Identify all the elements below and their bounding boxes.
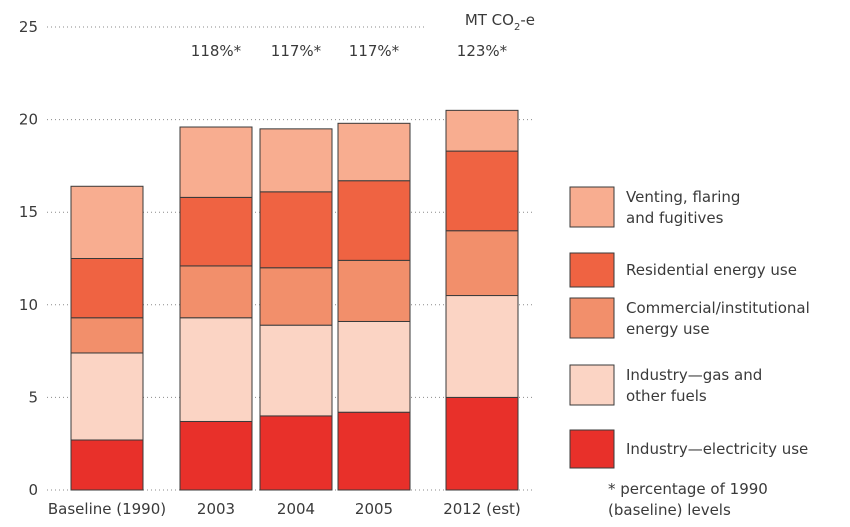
legend-label-1-0: Residential energy use xyxy=(626,261,797,279)
bar-stack-2 xyxy=(259,128,333,491)
bar-segment-2-2 xyxy=(259,267,333,326)
bars xyxy=(70,109,519,491)
legend-label-4-0: Industry—electricity use xyxy=(626,440,808,458)
y-tick-label-10: 10 xyxy=(19,296,38,314)
legend-swatch-1 xyxy=(569,252,615,288)
x-label-0: Baseline (1990) xyxy=(48,500,166,518)
percent-label-4: 123%* xyxy=(457,42,508,60)
bar-segment-3-1 xyxy=(337,320,411,413)
percent-label-3: 117%* xyxy=(349,42,400,60)
unit-label: MT CO2-e xyxy=(465,11,535,33)
footnote-line-0: * percentage of 1990 xyxy=(608,480,768,498)
y-tick-label-25: 25 xyxy=(19,18,38,36)
x-label-3: 2005 xyxy=(355,500,393,518)
bar-segment-0-1 xyxy=(70,352,144,441)
percent-label-2: 117%* xyxy=(271,42,322,60)
legend-swatch-4 xyxy=(569,429,615,469)
bar-segment-1-4 xyxy=(179,126,253,198)
bar-segment-1-2 xyxy=(179,265,253,319)
legend-label-2-0: Commercial/institutional xyxy=(626,299,810,317)
x-label-4: 2012 (est) xyxy=(443,500,521,518)
bar-stack-4 xyxy=(445,109,519,491)
bar-stack-1 xyxy=(179,126,253,491)
bar-stack-0 xyxy=(70,185,144,491)
legend-item-2: Commercial/institutional energy use xyxy=(569,297,810,339)
legend-item-1: Residential energy use xyxy=(569,252,797,288)
legend-swatch-3 xyxy=(569,364,615,406)
bar-segment-2-4 xyxy=(259,128,333,193)
bar-segment-0-4 xyxy=(70,185,144,259)
bar-segment-4-3 xyxy=(445,150,519,232)
x-axis-labels: Baseline (1990) 2003 2004 2005 2012 (est) xyxy=(48,500,521,518)
legend-label-3-0: Industry—gas and xyxy=(626,366,762,384)
bar-segment-0-2 xyxy=(70,317,144,354)
y-tick-label-15: 15 xyxy=(19,203,38,221)
bar-segment-4-4 xyxy=(445,109,519,152)
bar-segment-3-4 xyxy=(337,122,411,182)
bar-segment-0-3 xyxy=(70,258,144,319)
percent-labels: 118%* 117%* 117%* 123%* xyxy=(191,42,508,60)
x-label-2: 2004 xyxy=(277,500,315,518)
bar-segment-4-0 xyxy=(445,396,519,491)
legend-label-3-1: other fuels xyxy=(626,387,707,405)
x-label-1: 2003 xyxy=(197,500,235,518)
legend-item-4: Industry—electricity use xyxy=(569,429,808,469)
bar-segment-1-3 xyxy=(179,196,253,267)
bar-segment-2-3 xyxy=(259,191,333,269)
bar-segment-1-1 xyxy=(179,317,253,422)
bar-segment-2-1 xyxy=(259,324,333,417)
bar-segment-1-0 xyxy=(179,420,253,491)
legend-swatch-2 xyxy=(569,297,615,339)
bar-segment-3-0 xyxy=(337,411,411,491)
bar-stack-3 xyxy=(337,122,411,491)
bar-segment-2-0 xyxy=(259,415,333,491)
footnote: * percentage of 1990 (baseline) levels xyxy=(608,480,768,519)
bar-segment-4-1 xyxy=(445,295,519,398)
footnote-line-1: (baseline) levels xyxy=(608,501,731,519)
legend-label-0-1: and fugitives xyxy=(626,209,724,227)
legend-item-0: Venting, flaring and fugitives xyxy=(569,186,740,228)
y-tick-label-0: 0 xyxy=(28,481,38,499)
legend-label-0-0: Venting, flaring xyxy=(626,188,740,206)
y-tick-label-5: 5 xyxy=(28,388,38,406)
bar-segment-4-2 xyxy=(445,230,519,297)
percent-label-1: 118%* xyxy=(191,42,242,60)
y-axis-ticks: 0 5 10 15 20 25 xyxy=(19,18,38,499)
legend: Venting, flaring and fugitives Residential… xyxy=(569,186,810,469)
bar-segment-0-0 xyxy=(70,439,144,491)
legend-item-3: Industry—gas and other fuels xyxy=(569,364,762,406)
bar-segment-3-3 xyxy=(337,180,411,261)
legend-label-2-1: energy use xyxy=(626,320,710,338)
legend-swatch-0 xyxy=(569,186,615,228)
bar-segment-3-2 xyxy=(337,259,411,322)
y-tick-label-20: 20 xyxy=(19,111,38,129)
